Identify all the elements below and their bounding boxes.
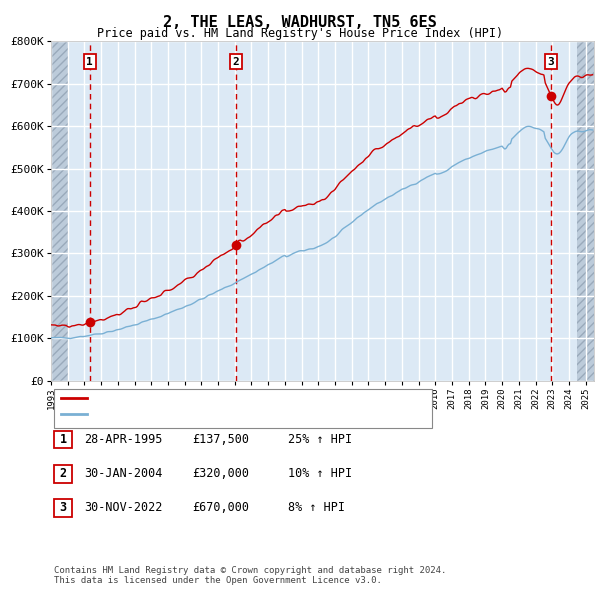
Text: HPI: Average price, detached house, Wealden: HPI: Average price, detached house, Weal… (91, 409, 360, 419)
Text: 28-APR-1995: 28-APR-1995 (84, 433, 163, 446)
Text: 3: 3 (59, 502, 67, 514)
Text: £137,500: £137,500 (192, 433, 249, 446)
Text: 1: 1 (86, 57, 93, 67)
Text: 2: 2 (59, 467, 67, 480)
Text: 8% ↑ HPI: 8% ↑ HPI (288, 502, 345, 514)
Text: 25% ↑ HPI: 25% ↑ HPI (288, 433, 352, 446)
Text: 2, THE LEAS, WADHURST, TN5 6ES (detached house): 2, THE LEAS, WADHURST, TN5 6ES (detached… (91, 393, 385, 403)
Text: Price paid vs. HM Land Registry's House Price Index (HPI): Price paid vs. HM Land Registry's House … (97, 27, 503, 40)
Text: 30-NOV-2022: 30-NOV-2022 (84, 502, 163, 514)
Text: 1: 1 (59, 433, 67, 446)
Text: £670,000: £670,000 (192, 502, 249, 514)
Text: £320,000: £320,000 (192, 467, 249, 480)
Bar (51, 41, 68, 381)
Bar (577, 41, 594, 381)
Text: 3: 3 (548, 57, 554, 67)
Text: 10% ↑ HPI: 10% ↑ HPI (288, 467, 352, 480)
Bar (51, 41, 68, 381)
Text: 30-JAN-2004: 30-JAN-2004 (84, 467, 163, 480)
Text: Contains HM Land Registry data © Crown copyright and database right 2024.
This d: Contains HM Land Registry data © Crown c… (54, 566, 446, 585)
Text: 2, THE LEAS, WADHURST, TN5 6ES: 2, THE LEAS, WADHURST, TN5 6ES (163, 15, 437, 30)
Text: 2: 2 (233, 57, 239, 67)
Bar (577, 41, 594, 381)
